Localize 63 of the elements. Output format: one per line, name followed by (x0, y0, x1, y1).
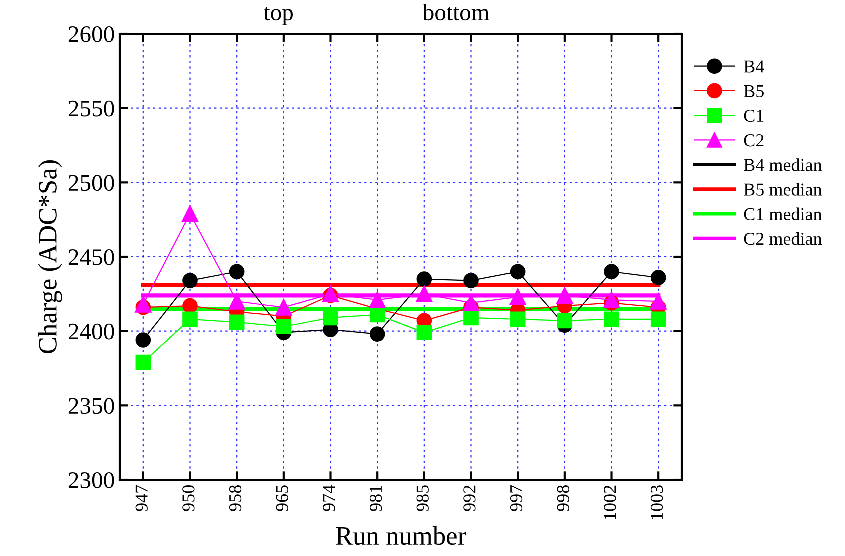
point (510, 312, 526, 328)
y-tick-label: 2450 (68, 249, 114, 266)
point (323, 310, 338, 326)
x-tick-label: 965 (276, 486, 288, 512)
point (510, 264, 526, 280)
y-tick-label: 2550 (68, 100, 114, 117)
x-axis-title: Run number (336, 526, 466, 546)
legend-label: B4 median (744, 158, 822, 172)
point (556, 287, 574, 304)
point (136, 332, 152, 348)
y-axis-title: Charge (ADC*Sa) (38, 160, 62, 354)
point (464, 273, 479, 288)
point (557, 313, 573, 329)
x-tick-label: 947 (136, 485, 148, 512)
x-tick-label: 997 (510, 485, 523, 512)
x-tick-label: 981 (370, 486, 382, 512)
y-tick-label: 2500 (68, 175, 114, 192)
point (650, 270, 666, 286)
legend-label: C2 (744, 134, 764, 147)
legend-label: C1 (744, 110, 764, 122)
point (370, 307, 386, 323)
x-tick-label: 958 (229, 486, 242, 512)
point (229, 264, 245, 280)
text: bottom (422, 4, 490, 21)
point (604, 264, 620, 280)
point (650, 293, 667, 310)
x-tick-label: 1003 (650, 486, 664, 520)
y-tick-label: 2300 (68, 472, 114, 488)
point (229, 314, 245, 330)
text: top (264, 7, 294, 26)
point (464, 310, 479, 326)
point (604, 312, 620, 328)
x-tick-label: 974 (323, 485, 336, 512)
point (228, 293, 246, 310)
x-tick-label: 992 (464, 486, 476, 512)
point (182, 206, 199, 222)
point (182, 273, 198, 288)
point (603, 292, 620, 308)
point (416, 286, 433, 302)
point (276, 319, 292, 335)
point (135, 296, 152, 313)
x-tick-label: 1002 (604, 486, 616, 520)
point (276, 299, 292, 316)
legend-label: B4 (744, 60, 764, 73)
point (510, 288, 526, 306)
point (182, 298, 198, 314)
legend-label: B5 (744, 85, 764, 98)
y-tick-label: 2350 (68, 398, 114, 414)
point (136, 354, 152, 370)
x-tick-label: 985 (416, 486, 429, 512)
point (416, 325, 432, 340)
point (416, 272, 432, 287)
legend-label: C1 median (744, 208, 822, 221)
legend-label: B5 median (744, 183, 822, 196)
point (182, 312, 198, 328)
y-tick-label: 2400 (68, 324, 114, 340)
y-tick-label: 2600 (68, 26, 114, 42)
point (650, 312, 666, 328)
legend-label: C2 median (744, 232, 822, 246)
x-tick-label: 950 (182, 486, 195, 512)
x-tick-label: 998 (557, 486, 570, 512)
point (369, 292, 386, 308)
point (370, 326, 386, 342)
